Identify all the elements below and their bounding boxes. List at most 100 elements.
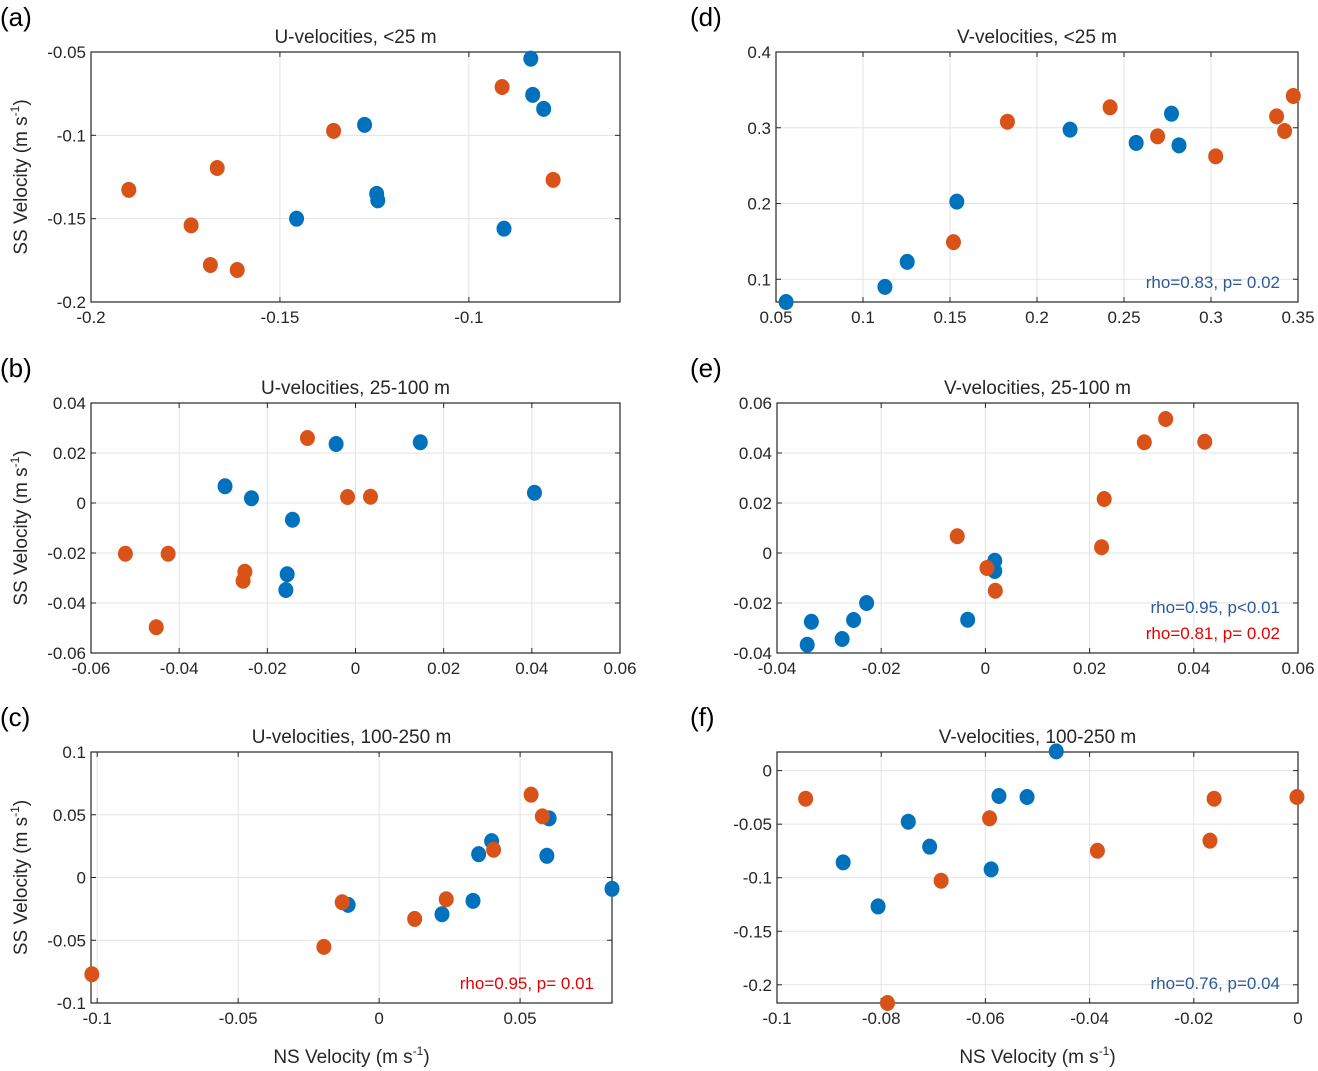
data-point-orange — [209, 160, 225, 176]
x-axis-label-close: ) — [423, 1047, 429, 1068]
data-point-orange — [148, 619, 164, 636]
panel-label: (d) — [690, 2, 722, 32]
x-tick-label: 0.15 — [933, 308, 966, 327]
panel-title: V-velocities, 100-250 m — [939, 727, 1137, 748]
data-point-orange — [1206, 790, 1222, 807]
data-point-orange — [299, 430, 315, 446]
data-point-blue — [471, 846, 487, 863]
data-point-orange — [979, 560, 995, 576]
panel-label: (c) — [0, 702, 30, 732]
data-point-orange — [494, 79, 510, 95]
axes-box — [775, 51, 1299, 303]
data-point-blue — [900, 813, 916, 830]
x-tick-label: -0.06 — [966, 1009, 1005, 1028]
data-point-blue — [465, 892, 481, 909]
y-tick-label: -0.1 — [57, 994, 86, 1013]
panel-title: U-velocities, 100-250 m — [252, 727, 452, 748]
y-tick-label: -0.2 — [743, 976, 772, 995]
data-point-blue — [778, 294, 794, 310]
data-point-orange — [1089, 842, 1105, 859]
data-point-blue — [870, 898, 886, 915]
data-point-blue — [328, 436, 344, 452]
data-point-orange — [879, 995, 895, 1011]
panel-f: -0.1 -0.08 -0.06 -0.04 -0.02 0 -0.2 -0.15 -0.1 -0… — [690, 702, 1305, 1068]
data-point-orange — [999, 113, 1015, 130]
y-axis-label-close: ) — [11, 99, 32, 105]
data-point-blue — [1171, 137, 1187, 154]
data-point-orange — [949, 528, 965, 545]
x-tick-label: -0.2 — [76, 308, 105, 327]
data-point-blue — [539, 847, 555, 864]
x-tick-label: 0.02 — [1073, 659, 1106, 678]
y-tick-label: -0.15 — [47, 210, 86, 229]
data-point-blue — [877, 278, 893, 295]
data-point-orange — [160, 545, 176, 562]
x-tick-label: -0.1 — [762, 1009, 791, 1028]
axes-box — [776, 751, 1299, 1004]
x-tick-label: -0.04 — [758, 659, 797, 678]
y-axis-label-text: SS Velocity (m s — [11, 817, 32, 955]
y-tick-label: 0.02 — [739, 494, 772, 513]
y-tick-label: 0 — [77, 869, 86, 888]
correlation-annotation: rho=0.95, p= 0.01 — [460, 974, 594, 993]
data-point-blue — [1062, 121, 1078, 138]
data-point-orange — [334, 894, 350, 911]
axes-box — [776, 402, 1299, 654]
y-tick-label: -0.05 — [47, 43, 86, 62]
y-tick-label: -0.04 — [47, 594, 86, 613]
correlation-annotation: rho=0.81, p= 0.02 — [1146, 624, 1280, 643]
y-axis-label: SS Velocity (m s-1) — [8, 99, 32, 254]
panel-label: (b) — [0, 353, 32, 383]
data-point-blue — [922, 838, 938, 855]
y-axis-label-text: SS Velocity (m s — [11, 467, 32, 605]
data-point-blue — [991, 788, 1007, 805]
y-axis-label: SS Velocity (m s-1) — [8, 450, 32, 605]
data-point-orange — [1269, 108, 1285, 125]
x-tick-label: 0 — [374, 1009, 383, 1028]
x-axis-label-sup: -1 — [1099, 1044, 1110, 1058]
y-tick-label: 0 — [77, 494, 86, 513]
data-point-blue — [357, 116, 373, 133]
y-tick-label: -0.15 — [733, 922, 772, 941]
data-point-orange — [1136, 434, 1152, 451]
correlation-annotation: rho=0.95, p<0.01 — [1150, 598, 1280, 617]
correlation-annotation: rho=0.76, p=0.04 — [1150, 974, 1280, 993]
y-tick-label: -0.02 — [47, 544, 86, 563]
y-axis-label-sup: -1 — [8, 105, 22, 116]
panel-title: U-velocities, <25 m — [274, 27, 436, 48]
data-point-blue — [370, 192, 386, 209]
data-point-blue — [803, 613, 819, 630]
panel-b: -0.06 -0.04 -0.02 0 0.02 0.04 0.06 -0.06 -0.04 -0… — [0, 353, 637, 678]
data-point-orange — [229, 262, 245, 278]
data-point-blue — [1164, 105, 1180, 122]
x-tick-label: -0.08 — [862, 1009, 901, 1028]
panel-title: U-velocities, 25-100 m — [261, 378, 450, 399]
y-tick-label: 0.04 — [53, 394, 86, 413]
data-point-orange — [523, 786, 539, 803]
y-axis-label-sup: -1 — [8, 806, 22, 817]
data-point-orange — [202, 257, 218, 273]
data-point-blue — [412, 434, 428, 451]
data-point-orange — [1208, 148, 1224, 165]
data-point-orange — [121, 181, 137, 198]
data-point-blue — [604, 880, 620, 897]
data-point-orange — [326, 122, 342, 139]
x-tick-label: -0.05 — [219, 1009, 258, 1028]
data-point-blue — [243, 490, 259, 507]
data-point-blue — [496, 220, 512, 237]
panel-d: 0.05 0.1 0.15 0.2 0.25 0.3 0.35 0.1 0.2 0.3 0.4 V-v… — [690, 2, 1315, 327]
data-point-blue — [434, 906, 450, 923]
x-tick-label: -0.04 — [1070, 1009, 1109, 1028]
data-point-blue — [523, 50, 539, 67]
data-point-blue — [1048, 743, 1064, 760]
data-point-blue — [949, 193, 965, 210]
y-axis-label-close: ) — [11, 800, 32, 806]
data-point-blue — [289, 210, 305, 227]
x-tick-label: -0.06 — [72, 659, 111, 678]
data-point-orange — [316, 938, 332, 955]
data-point-orange — [84, 966, 100, 983]
data-point-blue — [834, 631, 850, 647]
panel-title: V-velocities, 25-100 m — [944, 378, 1131, 399]
x-axis-label: NS Velocity (m s-1) — [959, 1044, 1115, 1068]
